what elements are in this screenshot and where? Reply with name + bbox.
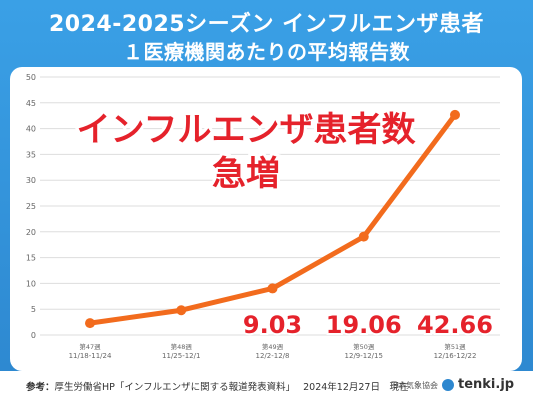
- data-label: 9.03: [243, 311, 302, 339]
- x-tick-week: 第47週: [79, 342, 101, 351]
- data-label: 19.06: [326, 311, 402, 339]
- y-tick-label: 10: [26, 279, 36, 288]
- credit-text: 日本気象協会: [390, 381, 438, 390]
- page-subtitle: １医療機関あたりの平均報告数: [123, 40, 410, 64]
- y-tick-label: 35: [26, 150, 36, 159]
- source-prefix: 参考：: [26, 382, 55, 393]
- page-title: 2024-2025シーズン インフルエンザ患者: [49, 12, 484, 37]
- y-tick-label: 25: [26, 202, 36, 211]
- x-tick-range: 12/2-12/8: [256, 352, 290, 360]
- y-tick-label: 15: [26, 254, 36, 263]
- data-label: 42.66: [417, 311, 493, 339]
- tenki-logo-icon: [442, 378, 454, 391]
- data-point: [176, 305, 187, 316]
- y-tick-label: 20: [26, 228, 36, 237]
- y-tick-label: 5: [31, 305, 36, 314]
- y-tick-label: 30: [26, 176, 36, 185]
- as-of-date: 2024年12月27日 現在: [303, 382, 409, 393]
- x-tick-week: 第48週: [171, 342, 193, 351]
- data-point: [450, 109, 460, 120]
- footer: 参考：厚生労働省HP「インフルエンザに関する報道発表資料」 2024年12月27日…: [0, 371, 533, 400]
- y-tick-label: 0: [31, 331, 36, 340]
- data-point: [85, 318, 95, 329]
- tenki-logo-text: tenki.jp: [458, 377, 515, 392]
- callout-line-1: インフルエンザ患者数: [77, 110, 416, 150]
- tenki-logo[interactable]: tenki.jp: [442, 377, 514, 392]
- x-tick-week: 第51週: [444, 342, 466, 351]
- x-tick-range: 11/18-11/24: [69, 352, 112, 360]
- callout-line-2: 急増: [212, 154, 280, 194]
- source-note: 参考：厚生労働省HP「インフルエンザに関する報道発表資料」 2024年12月27日…: [26, 379, 408, 393]
- x-tick-range: 12/16-12/22: [434, 352, 477, 360]
- y-tick-label: 50: [26, 73, 36, 82]
- x-tick-range: 11/25-12/1: [162, 352, 200, 360]
- source-text: 厚生労働省HP「インフルエンザに関する報道発表資料」: [54, 382, 296, 393]
- data-point: [358, 231, 369, 242]
- x-tick-week: 第50週: [353, 342, 375, 351]
- y-tick-label: 45: [26, 99, 36, 108]
- x-tick-week: 第49週: [262, 342, 284, 351]
- x-tick-range: 12/9-12/15: [345, 352, 383, 360]
- y-tick-label: 40: [26, 125, 36, 134]
- data-point: [267, 283, 278, 294]
